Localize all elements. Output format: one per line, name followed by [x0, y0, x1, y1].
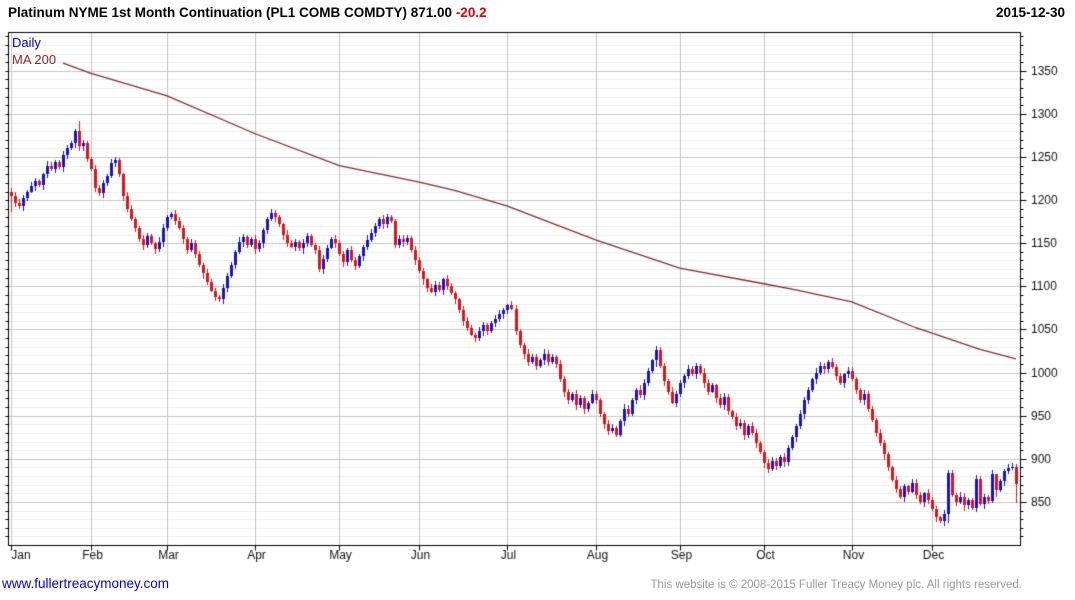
- last-price: 871.00: [410, 5, 453, 20]
- instrument-name: Platinum NYME 1st Month Continuation (PL…: [8, 5, 407, 20]
- chart-date: 2015-12-30: [995, 5, 1065, 20]
- chart-title: Platinum NYME 1st Month Continuation (PL…: [8, 5, 487, 20]
- timeframe-label: Daily: [12, 35, 41, 50]
- ma200-label: MA 200: [12, 52, 57, 67]
- website-link[interactable]: www.fullertreacymoney.com: [2, 576, 170, 591]
- price-change: -20.2: [455, 5, 487, 20]
- copyright-text: This website is © 2008-2015 Fuller Treac…: [650, 579, 1022, 591]
